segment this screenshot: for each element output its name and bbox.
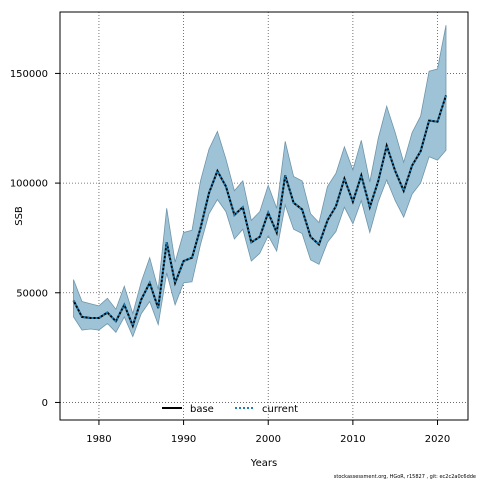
y-axis-label: SSB bbox=[14, 206, 25, 226]
x-axis: 1980 1990 2000 2010 2020 bbox=[86, 420, 450, 445]
x-tick-label: 2020 bbox=[425, 434, 450, 445]
x-tick-label: 2010 bbox=[340, 434, 365, 445]
y-tick-label: 150000 bbox=[10, 69, 48, 80]
plot-frame bbox=[59, 11, 469, 421]
y-axis: 0 50000 100000 150000 bbox=[10, 69, 60, 409]
series-line-current bbox=[72, 95, 447, 329]
x-tick-label: 1990 bbox=[171, 434, 196, 445]
legend: base current bbox=[162, 404, 298, 415]
x-tick-label: 1980 bbox=[86, 434, 111, 445]
confidence-band bbox=[73, 25, 447, 338]
x-tick-label: 2000 bbox=[256, 434, 281, 445]
x-axis-label: Years bbox=[250, 458, 277, 469]
legend-label-current: current bbox=[262, 404, 298, 415]
legend-label-base: base bbox=[190, 404, 214, 415]
y-tick-label: 0 bbox=[42, 398, 48, 409]
y-tick-label: 100000 bbox=[10, 179, 48, 190]
y-tick-label: 50000 bbox=[16, 288, 48, 299]
footer-credit: stockassessment.org, HGoR, r15827 , git:… bbox=[334, 474, 476, 480]
